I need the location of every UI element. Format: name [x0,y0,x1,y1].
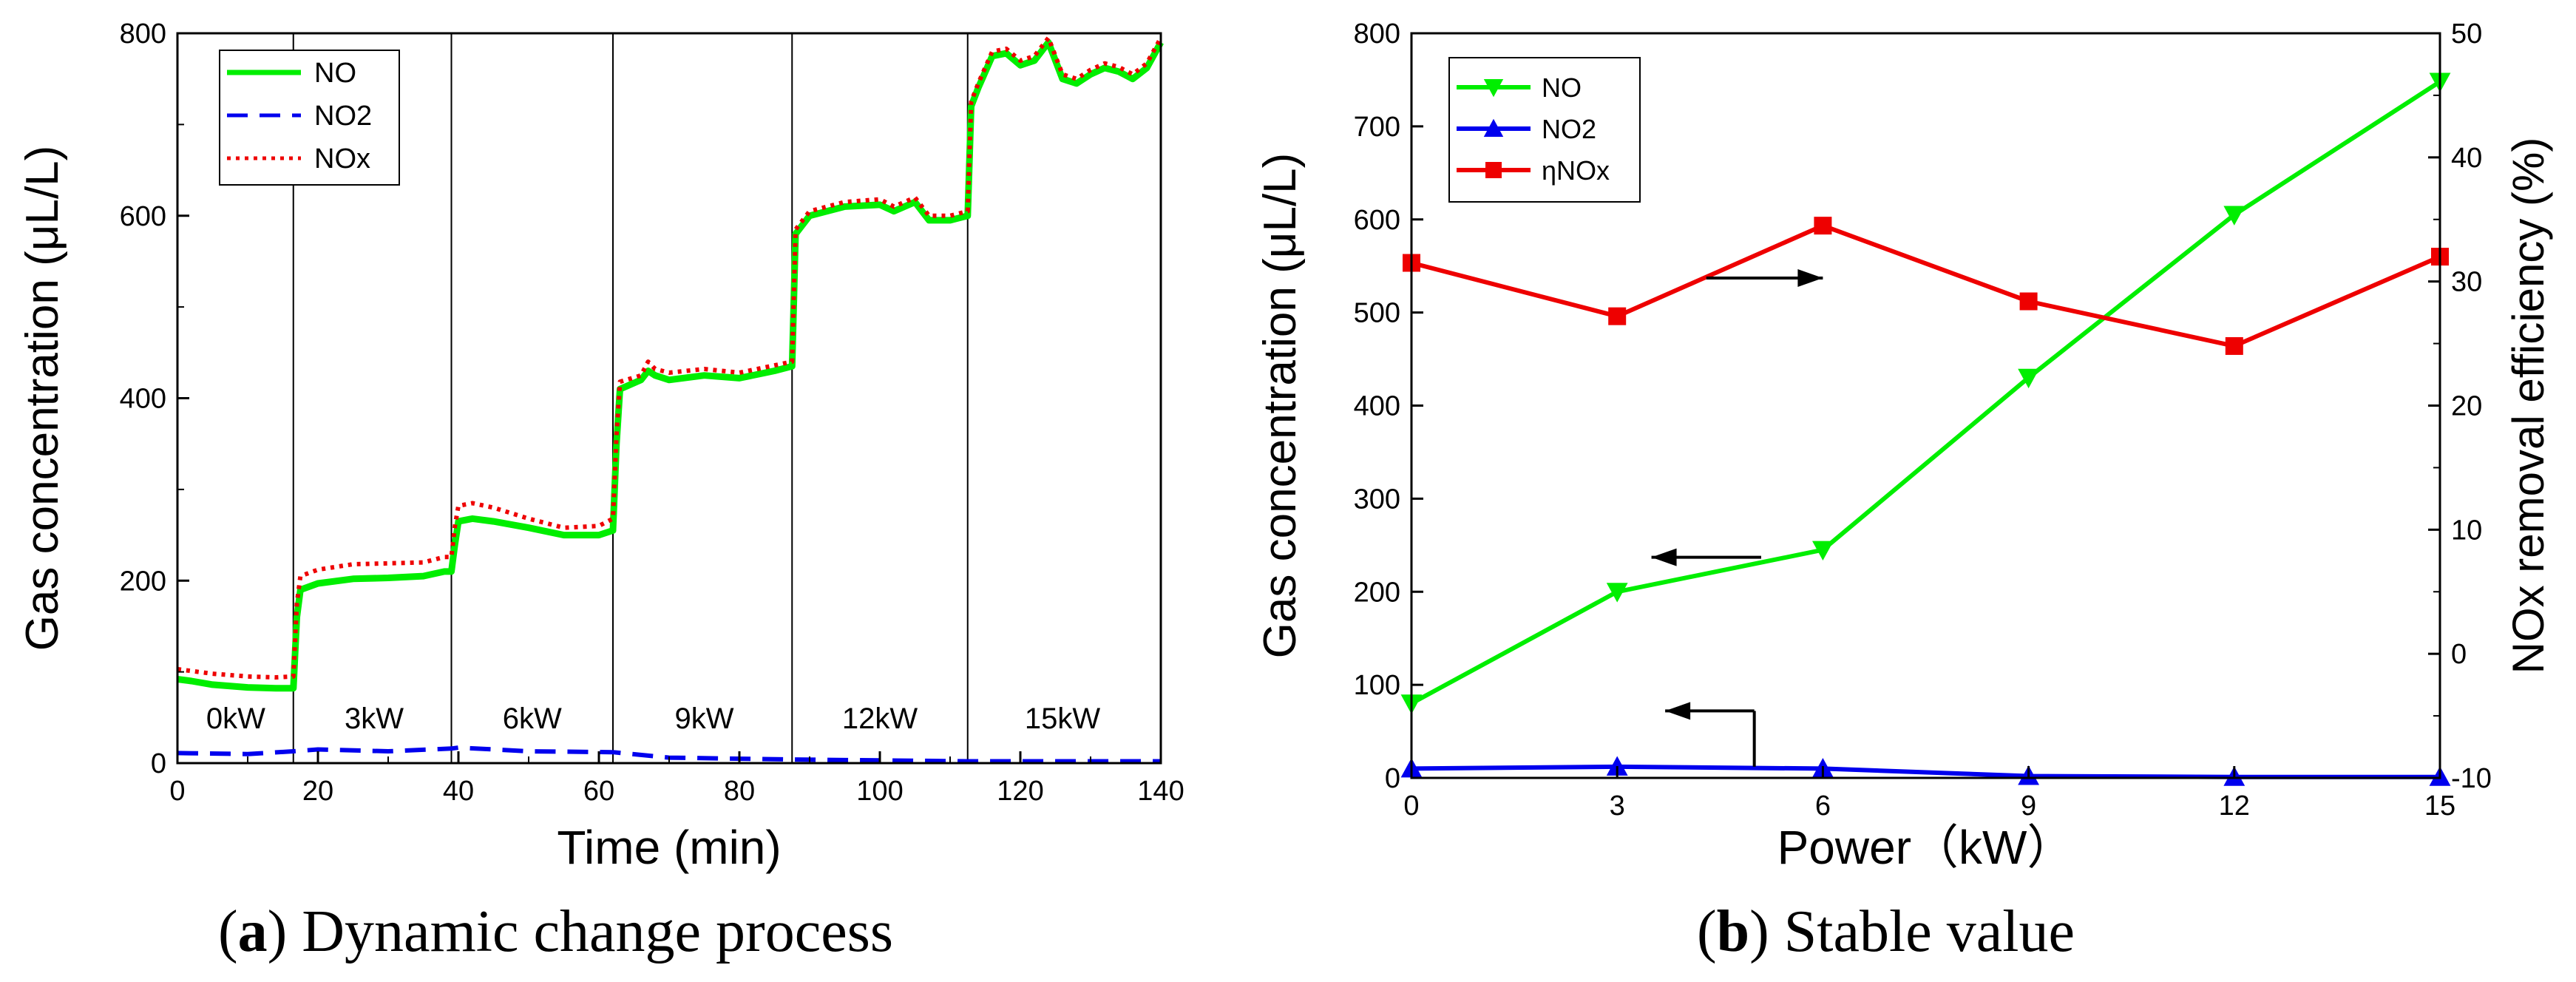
y-axis-label: Gas concentration (μL/L) [17,146,68,651]
stage-label: 0kW [206,702,265,735]
legend: NO NO2 NOx [219,50,400,186]
data-point [1812,541,1834,561]
x-tick-label: 120 [997,776,1043,807]
x-tick-label: 6 [1815,790,1831,822]
x-tick-label: 20 [302,776,333,807]
y-tick-label: 400 [120,384,166,415]
data-point [1483,118,1504,137]
stage-label: 6kW [503,702,562,735]
y-tick-label: 800 [1354,18,1400,50]
y2-tick-label: -10 [2451,763,2492,794]
x-tick-label: 100 [856,776,903,807]
caption-b: (b) Stable value [1697,899,2075,964]
x-axis-label: Power（kW） [1777,821,2075,874]
series-line-nox [1411,223,2441,348]
legend-label: NO [1542,72,1582,103]
x-tick-label: 9 [2021,790,2036,822]
x-tick-label: 80 [724,776,755,807]
series-line-no [177,38,1164,692]
stage-label: 15kW [1025,702,1100,735]
x-tick-label: 40 [443,776,474,807]
x-tick-label: 60 [583,776,614,807]
legend-label: NO2 [1542,114,1596,144]
x-tick-label: 12 [2219,790,2250,822]
series-line-no [1410,79,2441,705]
data-point [1483,79,1504,98]
annotation-arrowhead [1651,548,1677,566]
y-axis-label: Gas concentration (μL/L) [1255,153,1306,659]
x-tick-label: 15 [2424,790,2455,822]
data-point [1608,307,1627,325]
y2-tick-label: 10 [2451,515,2482,546]
data-point [2225,336,2243,355]
annotation-arrowhead [1665,702,1691,720]
x-tick-label: 0 [1403,790,1419,822]
data-point [2018,368,2039,389]
legend: NO NO2 ηNOx [1448,57,1641,203]
y-tick-label: 600 [120,201,166,232]
y-tick-label: 800 [120,18,166,50]
data-point [2223,206,2245,226]
data-point [1606,756,1628,776]
legend-label: NOx [314,143,370,175]
stage-label: 9kW [675,702,734,735]
y-tick-label: 500 [1354,298,1400,329]
caption-a: (a) Dynamic change process [218,899,893,964]
legend-label: NO [314,58,356,89]
x-tick-label: 0 [169,776,185,807]
y-tick-label: 100 [1354,670,1400,701]
y-tick-label: 200 [1354,577,1400,608]
series-line-no2 [177,745,1161,764]
data-point [1814,217,1832,235]
y-tick-label: 700 [1354,112,1400,143]
legend-label: NO2 [314,101,372,132]
y-tick-label: 600 [1354,205,1400,236]
data-point [1606,583,1628,603]
stage-label: 3kW [345,702,404,735]
y-tick-label: 300 [1354,484,1400,515]
y-tick-label: 0 [1385,763,1400,794]
series-line-nox [177,35,1163,680]
y2-tick-label: 0 [2451,639,2467,670]
annotation-arrowhead [1797,269,1823,288]
y2-tick-label: 30 [2451,267,2482,298]
data-point [2019,292,2038,311]
series-line-no2 [1411,764,2440,779]
data-point [1485,162,1502,178]
y2-tick-label: 50 [2451,18,2482,50]
y2-axis-label: NOx removal efficiency (%) [2504,138,2553,674]
chart-dynamic-change: 0kW 3kW 6kW 9kW 12kW 15kW 0 20 40 60 80 100 120 140 0 2… [17,18,1184,874]
x-tick-label: 3 [1610,790,1625,822]
y2-tick-label: 20 [2451,391,2482,422]
y2-tick-label: 40 [2451,143,2482,174]
y-tick-label: 400 [1354,391,1400,422]
y-tick-label: 0 [151,748,166,779]
stage-label: 12kW [842,702,918,735]
x-axis-label: Time (min) [557,821,781,874]
y-tick-label: 200 [120,566,166,597]
chart-stable-value: 0 3 6 9 12 15 0 100 200 300 400 500 600 700 800 -10 0 10 2… [1255,18,2553,874]
x-tick-label: 140 [1137,776,1184,807]
legend-label: ηNOx [1542,155,1610,186]
